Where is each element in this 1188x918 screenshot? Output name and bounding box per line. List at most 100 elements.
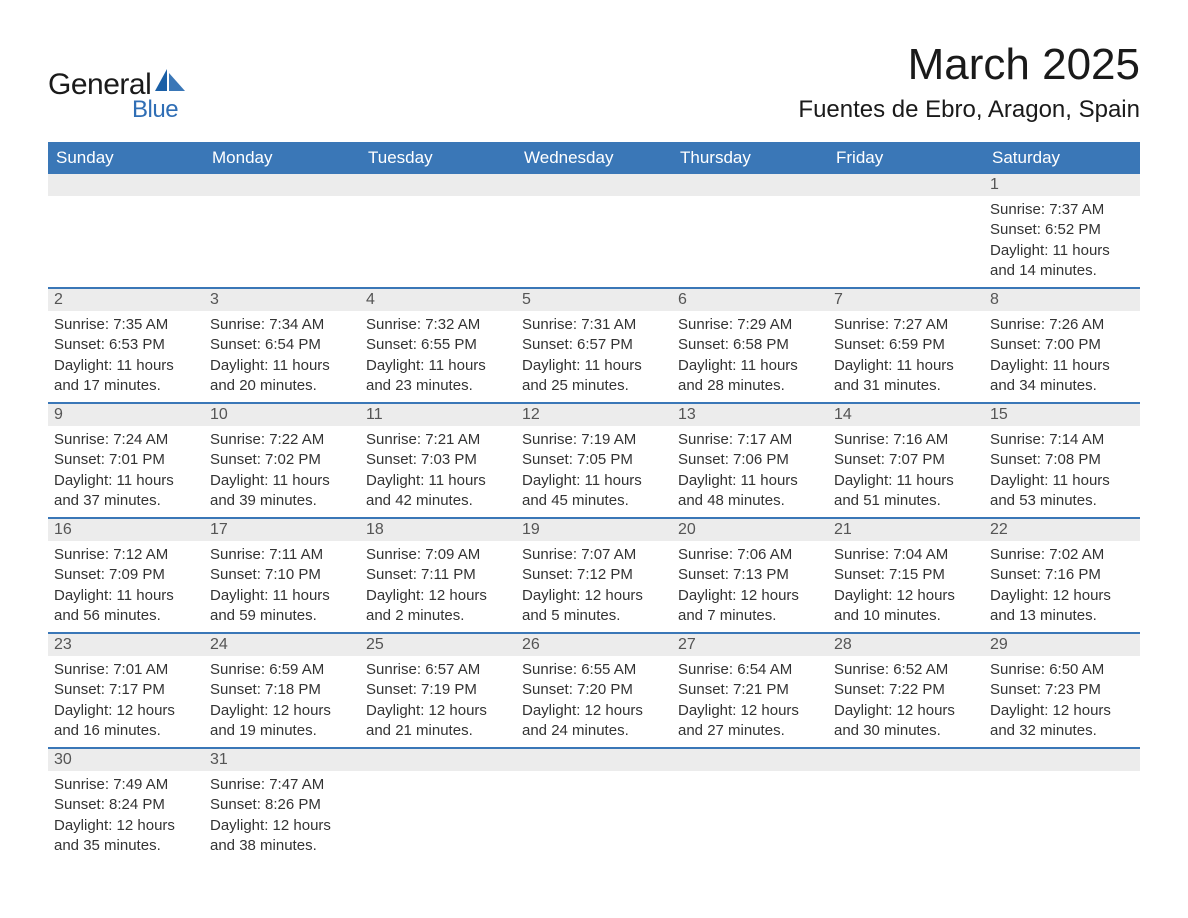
calendar-day-cell: 13Sunrise: 7:17 AMSunset: 7:06 PMDayligh… — [672, 403, 828, 518]
sunset-line: Sunset: 7:19 PM — [366, 680, 510, 700]
day-number — [828, 174, 984, 196]
sunrise-line: Sunrise: 7:02 AM — [990, 545, 1134, 565]
day-number: 25 — [360, 634, 516, 656]
sunrise-line: Sunrise: 7:21 AM — [366, 430, 510, 450]
calendar-day-cell: 12Sunrise: 7:19 AMSunset: 7:05 PMDayligh… — [516, 403, 672, 518]
day-details: Sunrise: 7:11 AMSunset: 7:10 PMDaylight:… — [204, 541, 360, 632]
day-number: 26 — [516, 634, 672, 656]
sunset-line: Sunset: 7:03 PM — [366, 450, 510, 470]
daylight-line: Daylight: 12 hours and 7 minutes. — [678, 586, 822, 627]
daylight-line: Daylight: 11 hours and 37 minutes. — [54, 471, 198, 512]
calendar-day-cell: 17Sunrise: 7:11 AMSunset: 7:10 PMDayligh… — [204, 518, 360, 633]
daylight-line: Daylight: 11 hours and 53 minutes. — [990, 471, 1134, 512]
day-details: Sunrise: 7:24 AMSunset: 7:01 PMDaylight:… — [48, 426, 204, 517]
calendar-day-cell: 27Sunrise: 6:54 AMSunset: 7:21 PMDayligh… — [672, 633, 828, 748]
daylight-line: Daylight: 12 hours and 5 minutes. — [522, 586, 666, 627]
calendar-day-cell: 10Sunrise: 7:22 AMSunset: 7:02 PMDayligh… — [204, 403, 360, 518]
daylight-line: Daylight: 11 hours and 48 minutes. — [678, 471, 822, 512]
sunrise-line: Sunrise: 7:49 AM — [54, 775, 198, 795]
title-block: March 2025 Fuentes de Ebro, Aragon, Spai… — [798, 40, 1140, 124]
sunset-line: Sunset: 7:17 PM — [54, 680, 198, 700]
calendar-day-cell: 15Sunrise: 7:14 AMSunset: 7:08 PMDayligh… — [984, 403, 1140, 518]
calendar-week-row: 30 Sunrise: 7:49 AMSunset: 8:24 PMDayligh… — [48, 748, 1140, 862]
daylight-line: Daylight: 12 hours and 16 minutes. — [54, 701, 198, 742]
sunset-line: Sunset: 7:02 PM — [210, 450, 354, 470]
day-number — [204, 174, 360, 196]
daylight-line: Daylight: 12 hours and 24 minutes. — [522, 701, 666, 742]
day-details: Sunrise: 7:27 AMSunset: 6:59 PMDaylight:… — [828, 311, 984, 402]
day-details — [984, 771, 1140, 862]
day-details: Sunrise: 7:01 AMSunset: 7:17 PMDaylight:… — [48, 656, 204, 747]
day-number: 9 — [48, 404, 204, 426]
day-number: 23 — [48, 634, 204, 656]
daylight-line: Daylight: 11 hours and 23 minutes. — [366, 356, 510, 397]
sunrise-line: Sunrise: 7:14 AM — [990, 430, 1134, 450]
day-number: 7 — [828, 289, 984, 311]
daylight-line: Daylight: 12 hours and 2 minutes. — [366, 586, 510, 627]
daylight-line: Daylight: 12 hours and 32 minutes. — [990, 701, 1134, 742]
daylight-line: Daylight: 12 hours and 19 minutes. — [210, 701, 354, 742]
sail-icon — [155, 69, 185, 96]
daylight-line: Daylight: 11 hours and 28 minutes. — [678, 356, 822, 397]
day-details: Sunrise: 7:31 AMSunset: 6:57 PMDaylight:… — [516, 311, 672, 402]
day-number: 8 — [984, 289, 1140, 311]
day-number: 19 — [516, 519, 672, 541]
sunset-line: Sunset: 8:24 PM — [54, 795, 198, 815]
sunrise-line: Sunrise: 7:01 AM — [54, 660, 198, 680]
day-number: 11 — [360, 404, 516, 426]
day-number: 30 — [48, 749, 204, 771]
daylight-line: Daylight: 12 hours and 21 minutes. — [366, 701, 510, 742]
sunset-line: Sunset: 7:20 PM — [522, 680, 666, 700]
calendar-day-cell — [828, 174, 984, 288]
day-details: Sunrise: 7:14 AMSunset: 7:08 PMDaylight:… — [984, 426, 1140, 517]
weekday-header: Saturday — [984, 142, 1140, 174]
sunset-line: Sunset: 6:55 PM — [366, 335, 510, 355]
daylight-line: Daylight: 12 hours and 35 minutes. — [54, 816, 198, 857]
day-details: Sunrise: 7:29 AMSunset: 6:58 PMDaylight:… — [672, 311, 828, 402]
logo: General Blue — [48, 68, 185, 124]
calendar-day-cell — [204, 174, 360, 288]
day-number: 20 — [672, 519, 828, 541]
calendar-day-cell: 31Sunrise: 7:47 AMSunset: 8:26 PMDayligh… — [204, 748, 360, 862]
sunrise-line: Sunrise: 7:34 AM — [210, 315, 354, 335]
day-number — [516, 749, 672, 771]
sunrise-line: Sunrise: 7:11 AM — [210, 545, 354, 565]
calendar-day-cell — [516, 748, 672, 862]
day-details — [516, 771, 672, 862]
calendar-day-cell — [672, 748, 828, 862]
calendar-day-cell — [516, 174, 672, 288]
sunrise-line: Sunrise: 6:52 AM — [834, 660, 978, 680]
day-details — [672, 196, 828, 287]
sunrise-line: Sunrise: 6:59 AM — [210, 660, 354, 680]
sunrise-line: Sunrise: 6:50 AM — [990, 660, 1134, 680]
day-number: 6 — [672, 289, 828, 311]
day-number: 27 — [672, 634, 828, 656]
sunset-line: Sunset: 7:05 PM — [522, 450, 666, 470]
daylight-line: Daylight: 12 hours and 13 minutes. — [990, 586, 1134, 627]
sunrise-line: Sunrise: 7:29 AM — [678, 315, 822, 335]
sunrise-line: Sunrise: 7:06 AM — [678, 545, 822, 565]
sunset-line: Sunset: 7:09 PM — [54, 565, 198, 585]
day-number: 17 — [204, 519, 360, 541]
day-details — [360, 771, 516, 862]
day-number: 22 — [984, 519, 1140, 541]
day-details: Sunrise: 7:09 AMSunset: 7:11 PMDaylight:… — [360, 541, 516, 632]
daylight-line: Daylight: 11 hours and 56 minutes. — [54, 586, 198, 627]
day-details — [516, 196, 672, 287]
location-subtitle: Fuentes de Ebro, Aragon, Spain — [798, 96, 1140, 124]
logo-text-blue: Blue — [132, 96, 178, 124]
sunset-line: Sunset: 7:16 PM — [990, 565, 1134, 585]
day-number: 18 — [360, 519, 516, 541]
calendar-day-cell: 1Sunrise: 7:37 AMSunset: 6:52 PMDaylight… — [984, 174, 1140, 288]
day-details: Sunrise: 6:57 AMSunset: 7:19 PMDaylight:… — [360, 656, 516, 747]
day-details: Sunrise: 7:21 AMSunset: 7:03 PMDaylight:… — [360, 426, 516, 517]
sunrise-line: Sunrise: 7:32 AM — [366, 315, 510, 335]
daylight-line: Daylight: 12 hours and 10 minutes. — [834, 586, 978, 627]
daylight-line: Daylight: 12 hours and 27 minutes. — [678, 701, 822, 742]
weekday-header: Monday — [204, 142, 360, 174]
day-details — [204, 196, 360, 287]
sunset-line: Sunset: 7:10 PM — [210, 565, 354, 585]
day-number: 12 — [516, 404, 672, 426]
day-details: Sunrise: 7:12 AMSunset: 7:09 PMDaylight:… — [48, 541, 204, 632]
day-details: Sunrise: 7:02 AMSunset: 7:16 PMDaylight:… — [984, 541, 1140, 632]
